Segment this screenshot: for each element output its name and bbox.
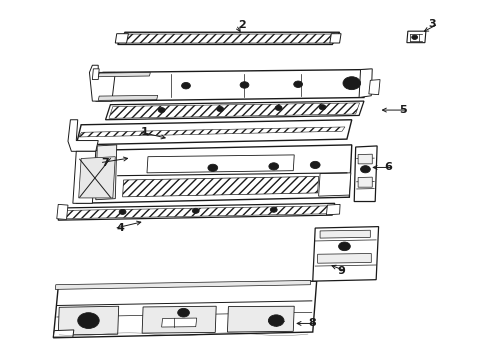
Circle shape (83, 317, 93, 324)
Text: 1: 1 (141, 127, 148, 136)
Polygon shape (161, 318, 196, 327)
Circle shape (293, 81, 302, 87)
Circle shape (360, 166, 369, 173)
Polygon shape (122, 176, 318, 197)
Polygon shape (53, 281, 316, 338)
Circle shape (342, 77, 360, 90)
Circle shape (192, 208, 199, 213)
Polygon shape (142, 306, 216, 333)
Polygon shape (317, 253, 370, 263)
Text: 8: 8 (307, 319, 315, 328)
Polygon shape (326, 204, 339, 215)
Circle shape (216, 107, 223, 112)
Polygon shape (105, 101, 363, 120)
Polygon shape (96, 145, 117, 200)
Polygon shape (79, 127, 344, 137)
Text: 7: 7 (102, 158, 109, 168)
Circle shape (268, 163, 278, 170)
Polygon shape (125, 34, 334, 43)
Polygon shape (68, 120, 98, 151)
Polygon shape (329, 34, 340, 43)
Circle shape (338, 242, 349, 251)
Polygon shape (320, 230, 369, 238)
Circle shape (78, 313, 99, 328)
Circle shape (240, 82, 248, 88)
Circle shape (310, 161, 320, 168)
Polygon shape (406, 31, 425, 42)
Polygon shape (227, 306, 294, 332)
Polygon shape (92, 69, 99, 80)
Circle shape (319, 105, 325, 110)
Polygon shape (312, 226, 378, 281)
Polygon shape (58, 203, 334, 220)
Text: 6: 6 (384, 162, 391, 172)
Circle shape (268, 315, 284, 326)
Polygon shape (98, 72, 150, 77)
Text: 3: 3 (427, 19, 435, 29)
Circle shape (181, 82, 190, 89)
Polygon shape (318, 173, 350, 196)
Circle shape (270, 207, 277, 212)
Polygon shape (96, 69, 370, 101)
Text: 4: 4 (116, 224, 124, 233)
Polygon shape (357, 177, 371, 187)
Polygon shape (89, 65, 115, 101)
Circle shape (158, 108, 164, 113)
Polygon shape (58, 306, 119, 335)
Polygon shape (115, 34, 128, 43)
Polygon shape (57, 204, 68, 220)
Text: 5: 5 (398, 105, 406, 115)
Polygon shape (368, 80, 379, 95)
Text: 2: 2 (238, 20, 245, 30)
Circle shape (275, 105, 282, 111)
Circle shape (177, 309, 189, 317)
Polygon shape (61, 206, 329, 219)
Circle shape (207, 164, 217, 171)
Polygon shape (357, 154, 371, 164)
Polygon shape (79, 157, 115, 198)
Polygon shape (76, 120, 351, 145)
Text: 9: 9 (336, 266, 344, 276)
Polygon shape (53, 330, 74, 337)
Polygon shape (55, 280, 310, 289)
Polygon shape (109, 103, 359, 118)
Polygon shape (76, 145, 351, 203)
Circle shape (346, 80, 356, 87)
Polygon shape (118, 32, 339, 44)
Polygon shape (147, 155, 294, 173)
Polygon shape (353, 146, 376, 202)
Polygon shape (358, 69, 371, 98)
Circle shape (119, 210, 126, 215)
Circle shape (411, 35, 417, 40)
Polygon shape (98, 95, 158, 100)
Polygon shape (73, 151, 96, 203)
